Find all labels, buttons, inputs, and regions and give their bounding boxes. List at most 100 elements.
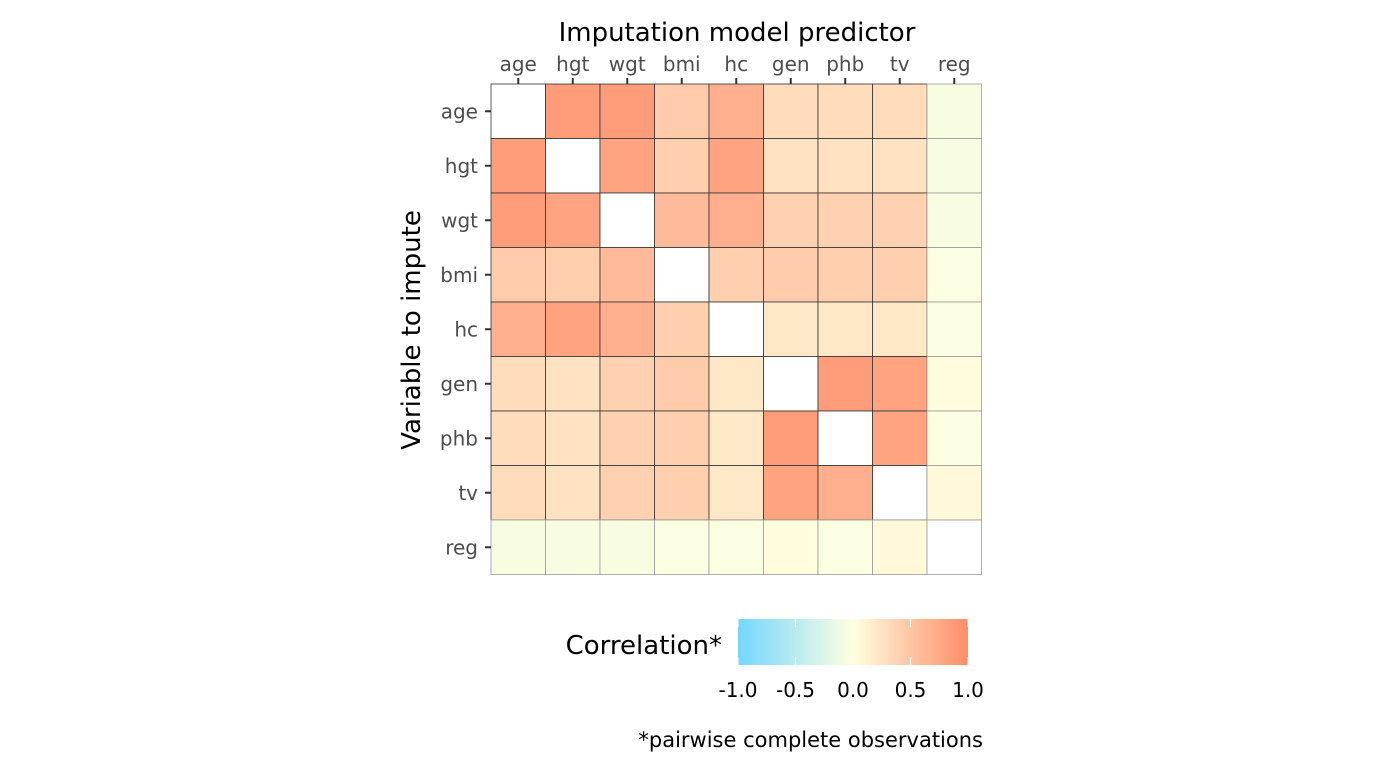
cell-hgt-age: [490, 138, 546, 194]
cell-bmi-hgt: [545, 247, 601, 303]
cell-reg-hc: [708, 519, 764, 575]
y-tick-label-bmi: bmi: [440, 263, 478, 287]
x-tick-label-wgt: wgt: [609, 52, 646, 76]
cell-tv-tv: [872, 465, 928, 521]
x-tick-label-phb: phb: [826, 52, 864, 76]
cell-tv-gen: [763, 465, 819, 521]
cell-age-gen: [763, 83, 819, 139]
cell-gen-phb: [817, 356, 873, 412]
cell-phb-hgt: [545, 410, 601, 466]
y-tick-label-phb: phb: [440, 426, 478, 450]
cell-age-hc: [708, 83, 764, 139]
x-tick-label-age: age: [500, 52, 537, 76]
cell-phb-wgt: [599, 410, 655, 466]
cell-bmi-age: [490, 247, 546, 303]
cell-hgt-hc: [708, 138, 764, 194]
y-tick-label-tv: tv: [458, 481, 478, 505]
cell-wgt-hgt: [545, 192, 601, 248]
y-tick-label-wgt: wgt: [441, 208, 478, 232]
x-tick-label-tv: tv: [890, 52, 910, 76]
cell-age-phb: [817, 83, 873, 139]
cell-gen-tv: [872, 356, 928, 412]
cell-tv-hc: [708, 465, 764, 521]
caption: *pairwise complete observations: [638, 728, 983, 752]
cell-age-bmi: [654, 83, 710, 139]
cell-tv-hgt: [545, 465, 601, 521]
cell-phb-gen: [763, 410, 819, 466]
cell-bmi-tv: [872, 247, 928, 303]
cell-age-reg: [926, 83, 982, 139]
cell-hgt-gen: [763, 138, 819, 194]
cell-gen-gen: [763, 356, 819, 412]
heatmap-cells: [490, 83, 982, 575]
cell-hc-age: [490, 301, 546, 357]
cell-phb-hc: [708, 410, 764, 466]
cell-phb-phb: [817, 410, 873, 466]
x-tick-label-reg: reg: [938, 52, 971, 76]
legend-tick-label-0: -1.0: [718, 678, 757, 702]
cell-bmi-reg: [926, 247, 982, 303]
x-axis-title: Imputation model predictor: [559, 18, 916, 48]
legend-title: Correlation*: [566, 631, 722, 661]
cell-hgt-tv: [872, 138, 928, 194]
cell-wgt-hc: [708, 192, 764, 248]
cell-hc-reg: [926, 301, 982, 357]
cell-bmi-wgt: [599, 247, 655, 303]
cell-hgt-bmi: [654, 138, 710, 194]
legend-ticks: -1.0 -0.5 0.0 0.5 1.0: [718, 619, 984, 702]
cell-wgt-wgt: [599, 192, 655, 248]
cell-bmi-phb: [817, 247, 873, 303]
cell-phb-age: [490, 410, 546, 466]
cell-phb-tv: [872, 410, 928, 466]
x-tick-label-gen: gen: [772, 52, 810, 76]
cell-gen-reg: [926, 356, 982, 412]
cell-gen-hc: [708, 356, 764, 412]
cell-reg-phb: [817, 519, 873, 575]
cell-tv-phb: [817, 465, 873, 521]
y-tick-label-reg: reg: [445, 535, 478, 559]
cell-gen-bmi: [654, 356, 710, 412]
cell-age-age: [490, 83, 546, 139]
cell-hc-tv: [872, 301, 928, 357]
cell-wgt-bmi: [654, 192, 710, 248]
legend-tick-label-4: 1.0: [952, 678, 984, 702]
cell-hc-wgt: [599, 301, 655, 357]
cell-wgt-gen: [763, 192, 819, 248]
y-tick-label-hgt: hgt: [445, 154, 478, 178]
legend-tick-label-1: -0.5: [776, 678, 815, 702]
x-axis: age hgt wgt bmi hc gen phb tv reg: [500, 52, 971, 84]
cell-reg-reg: [926, 519, 982, 575]
cell-hc-gen: [763, 301, 819, 357]
cell-wgt-phb: [817, 192, 873, 248]
cell-tv-bmi: [654, 465, 710, 521]
cell-age-hgt: [545, 83, 601, 139]
y-tick-label-gen: gen: [440, 372, 478, 396]
cell-hc-hc: [708, 301, 764, 357]
cell-hgt-hgt: [545, 138, 601, 194]
cell-hc-hgt: [545, 301, 601, 357]
y-tick-label-hc: hc: [454, 317, 478, 341]
cell-reg-tv: [872, 519, 928, 575]
legend-tick-label-3: 0.5: [895, 678, 927, 702]
cell-phb-bmi: [654, 410, 710, 466]
cell-hc-bmi: [654, 301, 710, 357]
cell-bmi-bmi: [654, 247, 710, 303]
cell-tv-age: [490, 465, 546, 521]
y-tick-label-age: age: [441, 99, 478, 123]
cell-hgt-wgt: [599, 138, 655, 194]
cell-reg-age: [490, 519, 546, 575]
cell-reg-hgt: [545, 519, 601, 575]
x-tick-label-hc: hc: [724, 52, 748, 76]
cell-tv-reg: [926, 465, 982, 521]
cell-wgt-tv: [872, 192, 928, 248]
cell-wgt-age: [490, 192, 546, 248]
cell-reg-gen: [763, 519, 819, 575]
cell-tv-wgt: [599, 465, 655, 521]
cell-reg-bmi: [654, 519, 710, 575]
cell-hgt-phb: [817, 138, 873, 194]
cell-gen-hgt: [545, 356, 601, 412]
cell-age-tv: [872, 83, 928, 139]
x-tick-label-bmi: bmi: [663, 52, 701, 76]
cell-wgt-reg: [926, 192, 982, 248]
y-axis-title: Variable to impute: [397, 210, 427, 450]
